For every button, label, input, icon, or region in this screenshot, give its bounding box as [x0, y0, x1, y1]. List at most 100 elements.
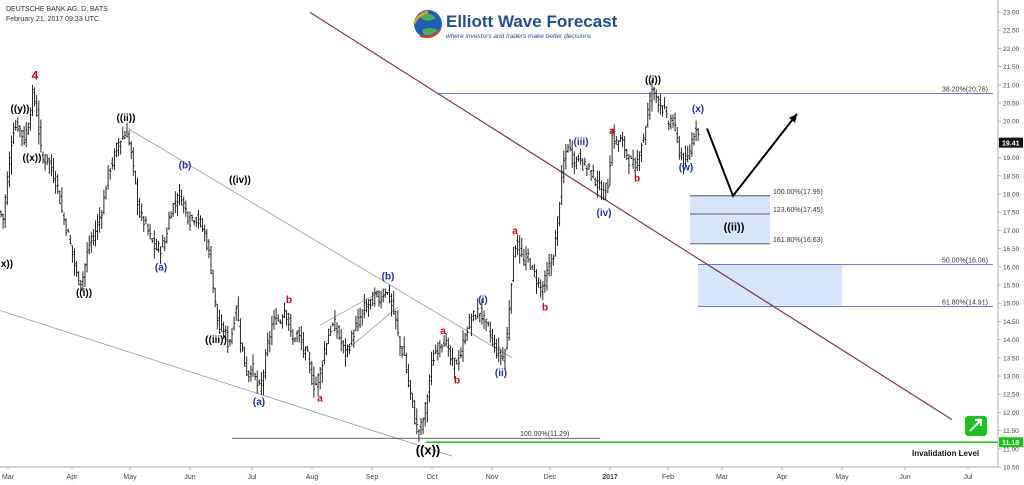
ohlc-bar [201, 217, 204, 233]
ohlc-bar [22, 125, 26, 145]
ohlc-bar [98, 207, 101, 233]
ohlc-bar [169, 211, 173, 219]
ohlc-bar [119, 140, 122, 155]
chart-timestamp: February 21, 2017 09:33 UTC [6, 16, 99, 23]
wave-label: a [317, 393, 323, 404]
ohlc-bar [195, 216, 198, 228]
wave-label: (a) [155, 262, 167, 273]
ohlc-bar [111, 157, 114, 170]
ohlc-bar [514, 245, 517, 258]
ohlc-bar [314, 376, 318, 386]
fib-label-2: 123.60%(17.45) [773, 207, 823, 214]
y-tick-label: 19.00 [1003, 155, 1020, 162]
ohlc-bar [659, 93, 662, 115]
ohlc-bar [457, 350, 460, 371]
ohlc-bar [262, 369, 265, 396]
ohlc-bar [220, 314, 223, 332]
ohlc-bar [0, 210, 3, 218]
wave-label: ((x)) [23, 153, 42, 164]
ohlc-bar [426, 394, 429, 423]
y-tick-label: 12.50 [1003, 392, 1020, 399]
ohlc-bar [476, 298, 479, 319]
wave-label: ((iv)) [229, 175, 251, 186]
y-tick-label: 11.50 [1003, 428, 1019, 435]
ohlc-bar [67, 228, 70, 233]
logo-tagline: where investors and traders make better … [446, 33, 592, 40]
ohlc-bar [688, 144, 691, 160]
ohlc-bar [298, 327, 301, 343]
ohlc-bar [594, 177, 597, 187]
ohlc-bar [363, 293, 366, 319]
y-tick-label: 22.00 [1003, 46, 1020, 53]
ohlc-bar [568, 138, 572, 152]
fib-label-4: 50.00%(16.06) [942, 258, 988, 265]
x-tick-label: Oct [427, 474, 438, 481]
ii-target-box [690, 195, 770, 244]
ohlc-bar [686, 146, 689, 163]
x-tick-label: Dec [544, 474, 557, 481]
ohlc-bar [428, 374, 431, 403]
ohlc-bar [289, 313, 292, 337]
fib-label-5: 61.80%(14.91) [942, 299, 988, 306]
ohlc-bar [25, 121, 28, 148]
x-tick-label: Aug [306, 474, 319, 481]
ohlc-bar [665, 106, 668, 118]
ohlc-bar [577, 154, 580, 163]
ohlc-bar [54, 170, 57, 194]
ohlc-bar [350, 330, 353, 346]
ohlc-bar [680, 147, 683, 161]
ohlc-bar [138, 197, 141, 218]
ohlc-bar [510, 283, 513, 314]
wave-label: b [286, 295, 292, 306]
ohlc-bar [136, 177, 139, 216]
ohlc-bar [468, 313, 471, 330]
ohlc-bar [58, 190, 61, 205]
ohlc-bar [390, 293, 393, 317]
wave-label: 4 [32, 68, 39, 82]
ohlc-bar [197, 209, 200, 229]
ohlc-bar [148, 223, 152, 240]
ohlc-bar [545, 261, 549, 291]
ohlc-bar [127, 130, 131, 146]
ohlc-bar [190, 214, 194, 222]
ohlc-bar [652, 86, 656, 101]
ohlc-bar [77, 271, 80, 286]
ohlc-bar [331, 322, 334, 327]
ohlc-bar [379, 291, 383, 309]
ohlc-bar [277, 314, 280, 322]
ohlc-bar [543, 270, 547, 293]
ohlc-bar [470, 313, 473, 337]
ohlc-bar [60, 187, 64, 213]
ohlc-bar [199, 215, 202, 228]
wave-label: ((i)) [645, 75, 661, 86]
ohlc-bar [367, 299, 370, 317]
ohlc-bar [264, 349, 267, 380]
ohlc-bar [642, 133, 645, 143]
ohlc-bar [50, 154, 53, 177]
ohlc-bar [440, 344, 444, 353]
ohlc-bar [83, 263, 87, 287]
ohlc-bar [613, 124, 616, 149]
ohlc-bar [650, 80, 654, 112]
ohlc-bar [165, 227, 169, 244]
ohlc-bar [153, 230, 156, 259]
ohlc-bar [621, 131, 624, 148]
trendline-wedge-top [127, 128, 513, 359]
ohlc-bar [398, 336, 402, 357]
ohlc-bar [405, 352, 408, 374]
ohlc-bar [575, 156, 578, 170]
ohlc-bar [241, 342, 244, 352]
invalidation-price-badge [999, 437, 1023, 448]
ohlc-bar [279, 319, 282, 324]
ohlc-bar [304, 346, 307, 361]
wave-label: ((iii)) [205, 335, 227, 346]
ohlc-bar [90, 232, 93, 253]
y-tick-label: 15.00 [1003, 301, 1020, 308]
wave-label: (a) [253, 397, 265, 408]
ohlc-bar [18, 124, 22, 138]
wave-label: (b) [179, 161, 192, 172]
ohlc-bar [308, 351, 311, 374]
ohlc-bar [142, 216, 145, 232]
ohlc-bar [188, 211, 192, 231]
